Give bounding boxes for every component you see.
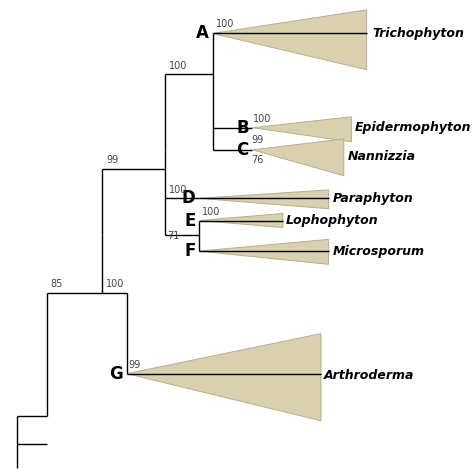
Text: 76: 76 (251, 155, 264, 164)
Text: Nannizzia: Nannizzia (347, 150, 416, 164)
Polygon shape (199, 239, 328, 264)
Text: 100: 100 (216, 18, 235, 29)
Text: E: E (184, 211, 195, 229)
Text: D: D (182, 189, 195, 207)
Text: 99: 99 (106, 155, 118, 165)
Text: 85: 85 (51, 279, 63, 289)
Text: 99: 99 (251, 135, 264, 145)
Text: Epidermophyton: Epidermophyton (355, 121, 472, 134)
Text: G: G (109, 365, 123, 383)
Polygon shape (212, 10, 366, 70)
Polygon shape (253, 139, 344, 176)
Text: 100: 100 (169, 61, 187, 71)
Text: C: C (237, 141, 249, 159)
Text: 99: 99 (129, 360, 141, 370)
Text: A: A (196, 25, 209, 43)
Text: F: F (184, 242, 195, 260)
Polygon shape (199, 190, 328, 209)
Text: Microsporum: Microsporum (332, 245, 424, 258)
Text: B: B (236, 118, 249, 137)
Text: 100: 100 (253, 114, 271, 124)
Text: Lophophyton: Lophophyton (286, 214, 379, 227)
Text: Paraphyton: Paraphyton (332, 192, 413, 205)
Text: 100: 100 (202, 207, 220, 217)
Text: Arthroderma: Arthroderma (324, 369, 414, 382)
Text: 100: 100 (169, 184, 187, 195)
Polygon shape (199, 213, 283, 228)
Polygon shape (253, 117, 351, 142)
Text: 100: 100 (106, 279, 124, 289)
Text: 71: 71 (167, 231, 179, 241)
Polygon shape (127, 334, 321, 421)
Text: Trichophyton: Trichophyton (372, 27, 464, 40)
